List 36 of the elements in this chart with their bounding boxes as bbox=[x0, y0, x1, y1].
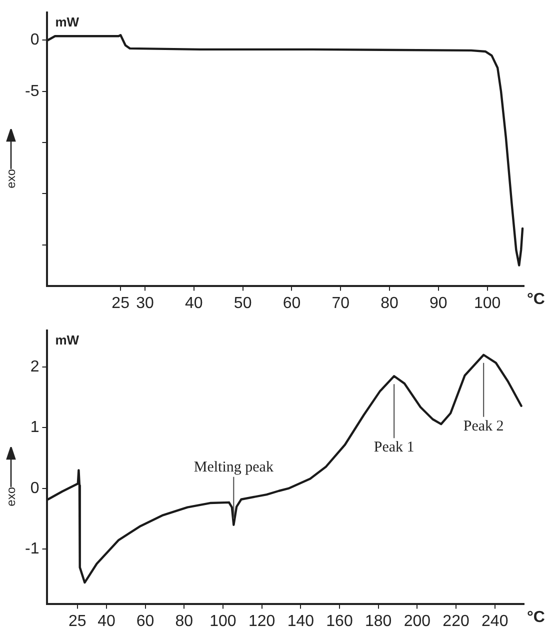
x-tick-label: 120 bbox=[248, 612, 276, 630]
y-tick-label: 1 bbox=[30, 419, 40, 436]
x-tick-label: 100 bbox=[474, 294, 501, 312]
y-axis-title: exo bbox=[4, 169, 18, 189]
y-axis-title: exo bbox=[4, 487, 18, 507]
annotation: Peak 2 bbox=[463, 418, 504, 434]
x-tick-label: 200 bbox=[404, 612, 431, 630]
x-tick-label: 90 bbox=[430, 294, 448, 312]
x-tick-label: 40 bbox=[98, 612, 116, 630]
y-tick-label: 2 bbox=[30, 358, 40, 376]
y-tick-label: -5 bbox=[24, 82, 40, 100]
x-tick-label: 25 bbox=[68, 612, 86, 630]
x-tick-label: 60 bbox=[136, 612, 154, 630]
annotation: Peak 1 bbox=[374, 440, 414, 456]
x-tick-label: 180 bbox=[364, 612, 392, 630]
x-axis-title: °C bbox=[527, 609, 546, 626]
x-tick-label: 220 bbox=[442, 612, 470, 630]
x-axis-title: °C bbox=[527, 291, 546, 308]
annotation: mW bbox=[55, 14, 80, 30]
x-tick-label: 160 bbox=[326, 612, 353, 630]
x-tick-label: 100 bbox=[210, 612, 236, 630]
x-tick-label: 80 bbox=[175, 612, 194, 630]
x-tick-label: 60 bbox=[282, 294, 301, 312]
x-tick-label: 140 bbox=[287, 612, 314, 630]
x-tick-label: 240 bbox=[482, 612, 508, 630]
x-tick-label: 25 bbox=[112, 294, 130, 312]
x-tick-label: 50 bbox=[234, 294, 252, 312]
x-tick-label: 30 bbox=[136, 294, 154, 312]
annotation: mW bbox=[55, 332, 80, 348]
x-tick-label: 70 bbox=[332, 294, 350, 312]
y-tick-label: -1 bbox=[24, 540, 40, 558]
x-tick-label: 40 bbox=[185, 294, 203, 312]
y-tick-label: 0 bbox=[30, 32, 40, 49]
x-tick-label: 80 bbox=[380, 294, 399, 312]
annotation: Melting peak bbox=[194, 459, 274, 476]
y-tick-label: 0 bbox=[30, 480, 40, 497]
